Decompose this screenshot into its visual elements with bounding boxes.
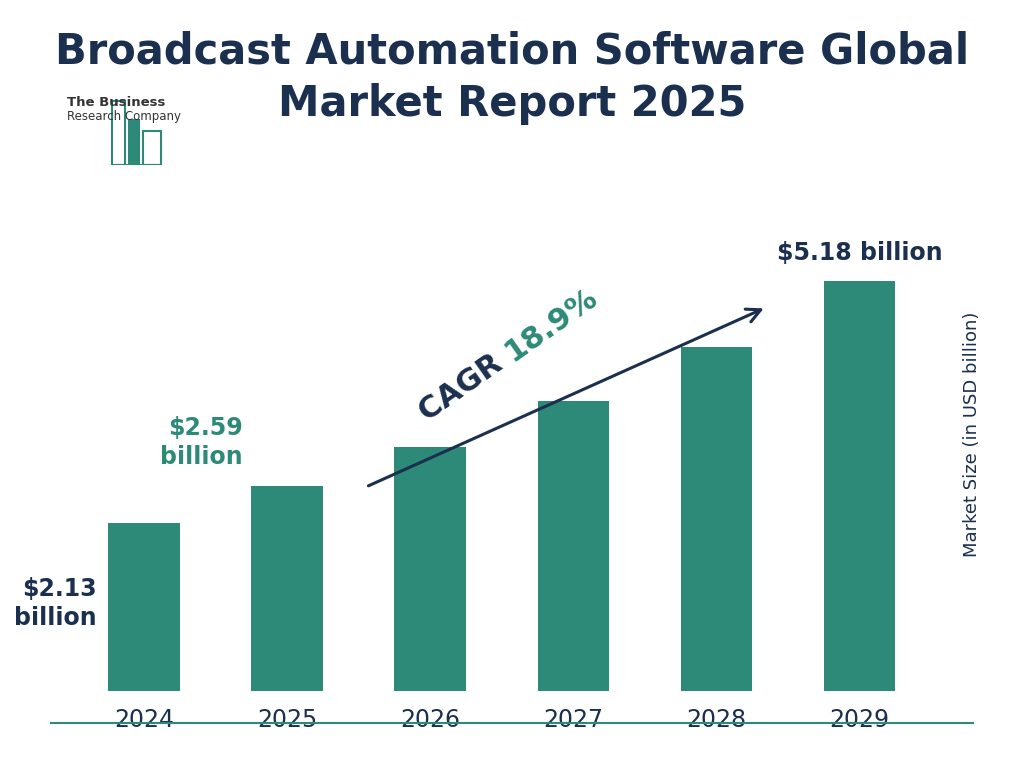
Bar <box>142 131 161 165</box>
Bar <box>128 119 140 165</box>
Text: Research Company: Research Company <box>67 110 180 123</box>
Text: $2.59
billion: $2.59 billion <box>160 416 243 469</box>
Bar <box>252 486 323 691</box>
Text: The Business: The Business <box>67 96 165 109</box>
Text: $2.13
billion: $2.13 billion <box>14 577 97 630</box>
Bar <box>109 522 180 691</box>
Text: $5.18 billion: $5.18 billion <box>776 241 942 265</box>
Bar <box>681 347 752 691</box>
Bar <box>823 281 895 691</box>
Text: CAGR: CAGR <box>414 343 516 427</box>
Text: 18.9%: 18.9% <box>500 283 603 367</box>
Y-axis label: Market Size (in USD billion): Market Size (in USD billion) <box>964 311 981 557</box>
Bar <box>538 402 609 691</box>
Bar <box>394 448 466 691</box>
Bar <box>112 101 125 165</box>
Text: Broadcast Automation Software Global
Market Report 2025: Broadcast Automation Software Global Mar… <box>55 31 969 124</box>
